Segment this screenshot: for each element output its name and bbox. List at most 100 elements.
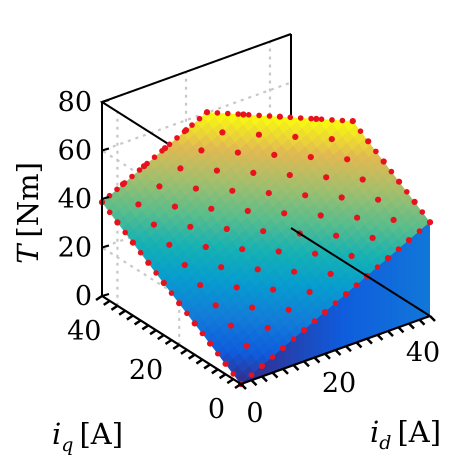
surface-patch (274, 96, 286, 102)
surface-patch (309, 98, 321, 104)
edge-marker (395, 246, 402, 252)
surface-patch (304, 95, 316, 101)
surface-wall (297, 329, 305, 364)
edge-marker (350, 118, 356, 124)
data-marker (198, 147, 205, 154)
y-axis-tick (195, 358, 204, 365)
data-marker (243, 342, 250, 349)
surface-patch (230, 101, 242, 107)
edge-marker (385, 255, 391, 261)
data-marker (344, 156, 351, 163)
edge-marker (161, 280, 167, 286)
edge-marker (406, 237, 412, 243)
data-marker (286, 172, 293, 179)
data-marker (166, 241, 173, 248)
surface-patch (256, 97, 268, 103)
x-axis-tick (303, 360, 310, 368)
edge-marker (311, 318, 318, 324)
edge-marker (215, 350, 221, 357)
x-axis-tick (397, 326, 405, 334)
edge-marker (388, 168, 395, 175)
y-axis-tick (187, 353, 196, 360)
x-axis-tick (240, 383, 247, 390)
y-axis-tick (118, 309, 126, 316)
data-marker (228, 322, 235, 329)
edge-marker (353, 282, 360, 288)
surface-wall (423, 221, 430, 319)
edge-marker (130, 239, 136, 246)
data-marker (265, 190, 272, 197)
edge-marker (259, 363, 265, 369)
data-marker (292, 133, 299, 140)
surface-patch (323, 112, 337, 114)
data-marker (156, 183, 163, 190)
data-marker (338, 194, 345, 201)
x-axis-tick (418, 318, 426, 326)
edge-marker (416, 228, 423, 234)
surface-patch (235, 105, 247, 111)
data-marker (213, 167, 220, 174)
data-marker (229, 187, 236, 194)
y-axis-tick (103, 299, 111, 306)
edge-marker (196, 115, 203, 122)
x-axis-tick (282, 368, 289, 375)
surface-patch (281, 112, 295, 114)
surface-wall (328, 302, 336, 353)
surface-patch (301, 106, 313, 112)
data-marker (264, 324, 271, 331)
edge-marker (151, 154, 158, 160)
surface-patch (328, 112, 342, 117)
x-axis-tick (292, 364, 300, 371)
data-marker (223, 225, 230, 233)
data-marker (375, 196, 382, 203)
data-marker (281, 210, 288, 217)
surface-wall (316, 313, 324, 358)
tick-marks (95, 99, 436, 390)
y-axis-tick (234, 382, 242, 390)
x-axis-tick (376, 334, 384, 341)
edge-marker (191, 320, 198, 327)
data-marker (218, 264, 225, 271)
data-marker (240, 111, 247, 118)
y-tick-label: 0 (208, 394, 225, 425)
edge-marker (189, 122, 195, 128)
z-axis-tick (101, 293, 110, 297)
edge-marker (290, 336, 297, 342)
edge-marker (214, 110, 221, 116)
y-axis-tick (133, 319, 142, 326)
surface-patch (277, 104, 289, 110)
surface-patch (279, 99, 291, 105)
data-marker (275, 248, 282, 255)
surface-wall (347, 286, 355, 346)
edge-marker (332, 300, 339, 306)
y-axis-tick (141, 324, 150, 331)
surface-patch (304, 112, 318, 115)
tick-labels: 0 20 40 60 80 0 20 40 0 20 40 (58, 87, 441, 429)
surface-patch (287, 91, 299, 97)
edge-marker (181, 128, 188, 135)
x-axis-tick (366, 337, 373, 345)
data-marker (327, 270, 334, 277)
z-axis-title: T[Nm] (11, 162, 45, 264)
edge-marker (404, 189, 410, 195)
x-tick-label: 20 (322, 368, 356, 399)
y-axis-tick (180, 348, 188, 355)
surface-patch (259, 106, 271, 112)
surface-patch (294, 88, 306, 94)
surface-patch (224, 104, 236, 110)
data-marker (212, 302, 219, 309)
data-marker (233, 284, 240, 291)
data-marker (255, 131, 262, 138)
edge-marker (419, 209, 426, 215)
data-marker (307, 154, 314, 161)
surface-patch (257, 92, 269, 98)
surface-patch (292, 94, 304, 100)
edge-marker (256, 112, 262, 119)
y-axis-tick (211, 368, 219, 375)
right-base-edge (290, 227, 431, 317)
data-marker (192, 185, 199, 192)
surface-patch (283, 88, 295, 94)
edge-marker (204, 109, 210, 115)
edge-marker (122, 229, 128, 236)
